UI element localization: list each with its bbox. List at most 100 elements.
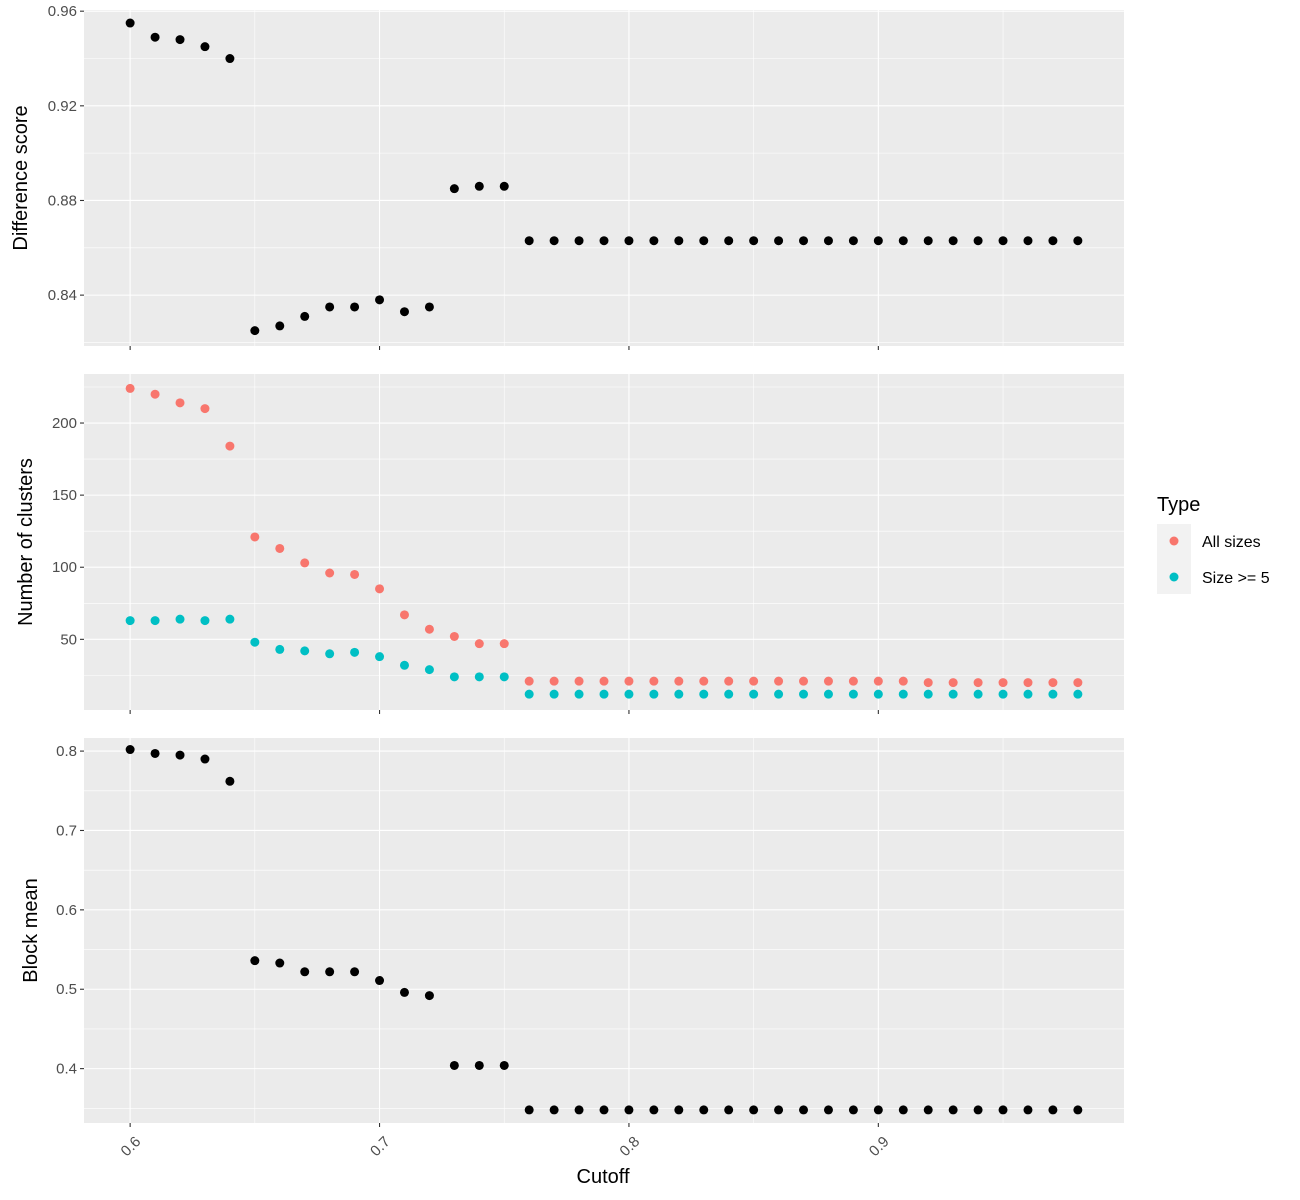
data-point [549,236,559,246]
data-point [225,441,235,451]
panel-background [84,374,1124,710]
data-point [674,236,684,246]
data-point [424,665,434,675]
data-point [275,958,285,968]
series-all-sizes [125,383,1083,688]
y-axis-title: Block mean [20,878,42,983]
data-point [823,689,833,699]
data-point [599,689,609,699]
data-point [250,956,260,966]
data-point [823,676,833,686]
data-point [848,236,858,246]
data-point [125,383,135,393]
data-point [225,54,235,64]
data-point [1073,236,1083,246]
data-point [973,678,983,688]
y-tick-label: 50 [60,631,77,648]
panel-difference-score: 0.84 0.88 0.92 0.96 Difference score [10,3,1124,350]
data-point [649,1105,659,1115]
y-tick-label: 0.84 [48,287,77,304]
data-point [1073,689,1083,699]
data-point [1048,678,1058,688]
x-axis-title: Cutoff [577,1166,630,1188]
data-point [1073,678,1083,688]
data-point [424,302,434,312]
data-point [724,236,734,246]
data-point [250,326,260,336]
data-point [399,660,409,670]
data-point [998,689,1008,699]
series-size-5 [125,614,1083,699]
data-point [898,236,908,246]
data-point [599,1105,609,1115]
data-point [250,637,260,647]
data-point [1048,1105,1058,1115]
data-point [774,676,784,686]
data-point [399,987,409,997]
data-point [350,967,360,977]
data-point [325,649,335,659]
data-point [1073,1105,1083,1115]
data-point [499,181,509,191]
legend-label-all-sizes: All sizes [1202,534,1261,551]
data-point [1023,1105,1033,1115]
data-point [375,652,385,662]
data-point [375,295,385,305]
data-point [923,689,933,699]
data-point [499,1060,509,1070]
data-point [250,532,260,542]
data-point [774,1105,784,1115]
data-point [574,1105,584,1115]
data-point [948,236,958,246]
y-tick-label: 200 [52,415,77,432]
data-point [499,672,509,682]
data-point [275,644,285,654]
y-tick-label: 0.4 [56,1061,77,1078]
data-point [225,614,235,624]
y-tick-label: 0.6 [56,902,77,919]
data-point [973,689,983,699]
x-tick-label: 0.9 [866,1133,893,1160]
data-point [300,311,310,321]
x-tick-label: 0.7 [367,1133,394,1160]
data-point [175,35,185,45]
data-point [649,236,659,246]
data-point [350,569,360,579]
data-point [150,32,160,42]
data-point [524,689,534,699]
data-point [300,558,310,568]
data-point [699,676,709,686]
y-axis-title: Number of clusters [15,458,37,626]
data-point [823,1105,833,1115]
data-point [998,1105,1008,1115]
data-point [275,321,285,331]
data-point [749,676,759,686]
data-point [524,676,534,686]
data-point [724,689,734,699]
data-point [799,1105,809,1115]
data-point [599,236,609,246]
data-point [1048,689,1058,699]
data-point [449,1060,459,1070]
data-point [449,631,459,641]
data-point [125,745,135,755]
panel-number-of-clusters: 50 100 150 200 Number of clusters [15,374,1124,714]
data-point [424,624,434,634]
legend-key-background [1157,524,1191,594]
data-point [549,1105,559,1115]
data-point [624,689,634,699]
data-point [175,614,185,624]
data-point [300,646,310,656]
data-point [873,1105,883,1115]
data-point [150,616,160,626]
data-point [399,610,409,620]
data-point [474,672,484,682]
data-point [674,676,684,686]
data-point [474,639,484,649]
data-point [848,676,858,686]
data-point [998,236,1008,246]
panel-block-mean: 0.4 0.5 0.6 0.7 0.8 Block mean [20,738,1124,1127]
data-point [1023,678,1033,688]
data-point [549,676,559,686]
